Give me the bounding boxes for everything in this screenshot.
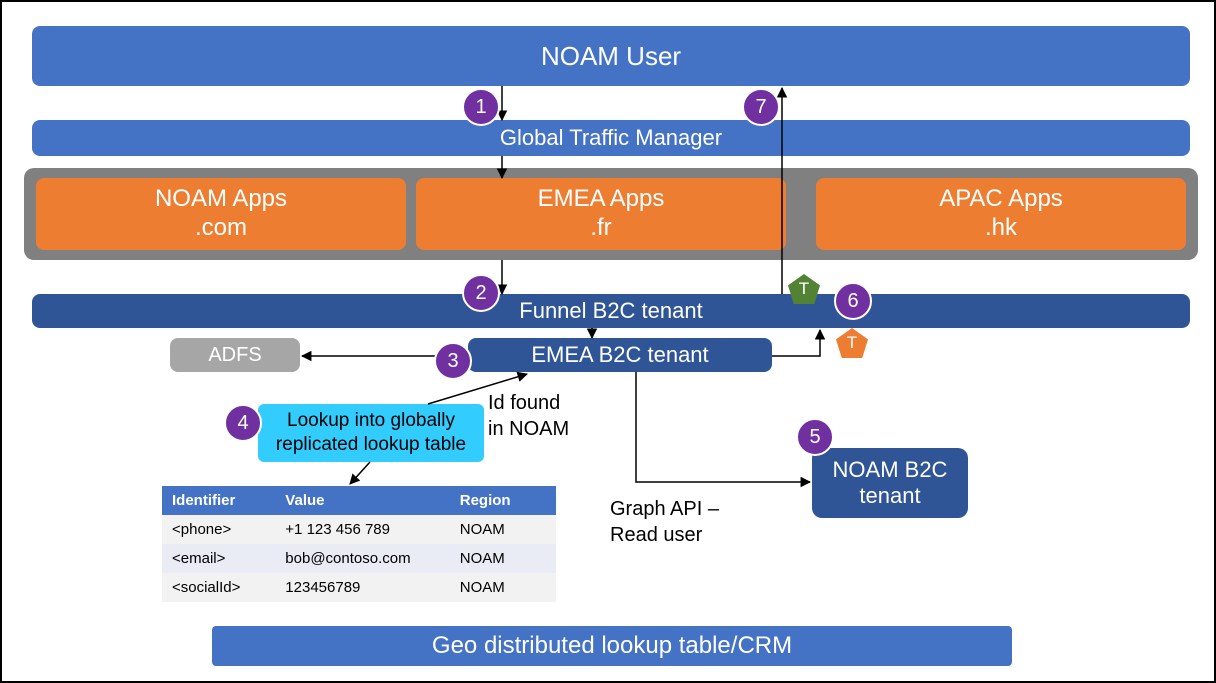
funnel-box: Funnel B2C tenant	[32, 294, 1190, 328]
th-identifier: Identifier	[162, 486, 275, 515]
lookup-box: Lookup into globally replicated lookup ta…	[258, 404, 484, 462]
graph-api-label: Graph API –Read user	[610, 496, 719, 548]
step-badge-2: 2	[462, 274, 500, 312]
diagram-frame: NOAM User Global Traffic Manager NOAM Ap…	[0, 0, 1216, 683]
emea-apps-l1: EMEA Apps	[538, 185, 665, 212]
th-region: Region	[450, 486, 556, 515]
noam-tenant-l1: NOAM B2C	[833, 457, 948, 482]
apac-apps-box: APAC Apps.hk	[816, 178, 1186, 250]
step-badge-1: 1	[462, 88, 500, 126]
geo-box: Geo distributed lookup table/CRM	[212, 626, 1012, 666]
step-badge-5: 5	[796, 418, 834, 456]
lookup-l1: Lookup into globally	[287, 410, 455, 431]
lookup-l2: replicated lookup table	[276, 434, 466, 455]
th-value: Value	[275, 486, 449, 515]
table-row: <email>bob@contoso.comNOAM	[162, 544, 556, 573]
noam-tenant-box: NOAM B2Ctenant	[812, 448, 968, 518]
noam-apps-l2: .com	[195, 214, 247, 241]
token-pentagon-green: T	[788, 274, 820, 304]
adfs-box: ADFS	[170, 338, 300, 372]
noam-tenant-l2: tenant	[859, 483, 920, 508]
emea-apps-l2: .fr	[590, 214, 611, 241]
token-pentagon-orange: T	[836, 328, 868, 358]
noam-apps-box: NOAM Apps.com	[36, 178, 406, 250]
step-badge-4: 4	[224, 404, 262, 442]
gtm-box: Global Traffic Manager	[32, 120, 1190, 156]
emea-apps-box: EMEA Apps.fr	[416, 178, 786, 250]
table-row: <phone>+1 123 456 789NOAM	[162, 515, 556, 544]
table-row: <socialId>123456789NOAM	[162, 573, 556, 602]
id-found-label: Id foundin NOAM	[488, 390, 569, 442]
emea-tenant-box: EMEA B2C tenant	[468, 338, 772, 372]
lookup-table: Identifier Value Region <phone>+1 123 45…	[162, 486, 556, 602]
step-badge-6: 6	[834, 282, 872, 320]
apac-apps-l1: APAC Apps	[939, 185, 1063, 212]
apac-apps-l2: .hk	[985, 214, 1017, 241]
noam-apps-l1: NOAM Apps	[155, 185, 287, 212]
step-badge-7: 7	[742, 88, 780, 126]
step-badge-3: 3	[434, 342, 472, 380]
noam-user-box: NOAM User	[32, 26, 1190, 86]
